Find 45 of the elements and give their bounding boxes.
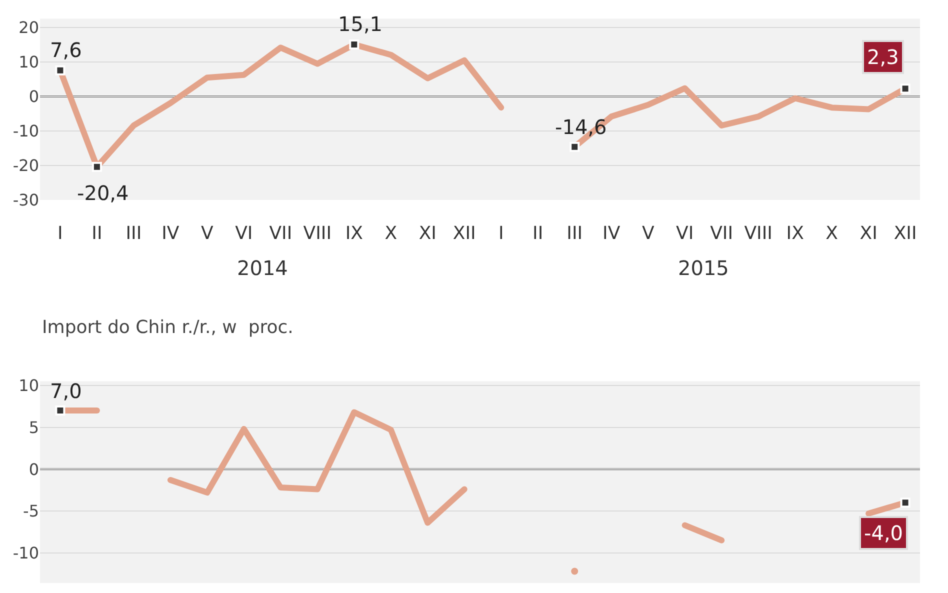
x-tick-label: XII bbox=[452, 222, 476, 244]
x-tick-label: II bbox=[92, 222, 102, 244]
x-tick-label: VII bbox=[269, 222, 292, 244]
y-tick-label: 20 bbox=[18, 18, 39, 38]
x-tick-label: III bbox=[126, 222, 142, 244]
x-tick-label: VI bbox=[235, 222, 253, 244]
x-tick-label: VII bbox=[710, 222, 734, 244]
x-tick-label: II bbox=[532, 222, 544, 244]
x-tick-label: I bbox=[58, 222, 63, 244]
x-tick-label: X bbox=[826, 222, 838, 244]
x-tick-label: IV bbox=[602, 222, 621, 244]
x-tick-label: V bbox=[642, 222, 655, 244]
chart-title: Import do Chin r./r., w proc. bbox=[42, 317, 294, 338]
x-tick-label: IX bbox=[345, 222, 363, 244]
data-label: 15,1 bbox=[338, 12, 383, 36]
y-tick-label: -20 bbox=[12, 156, 39, 176]
x-tick-label: XI bbox=[418, 222, 436, 244]
data-label: 7,0 bbox=[50, 379, 82, 403]
x-tick-label: III bbox=[566, 222, 583, 244]
y-tick-label: -30 bbox=[12, 190, 39, 210]
data-label: -14,6 bbox=[555, 115, 607, 139]
y-tick-label: 0 bbox=[28, 460, 39, 479]
x-tick-label: XII bbox=[894, 222, 917, 244]
x-tick-label: IX bbox=[786, 222, 804, 244]
x-tick-label: VI bbox=[676, 222, 694, 244]
x-tick-label: XI bbox=[860, 222, 878, 244]
data-label: -4,0 bbox=[864, 521, 904, 545]
y-tick-label: 10 bbox=[18, 376, 39, 396]
text: 2015 bbox=[678, 256, 729, 280]
text: 2014 bbox=[237, 256, 288, 280]
x-tick-label: X bbox=[384, 222, 398, 244]
x-tick-label: V bbox=[201, 222, 214, 244]
data-label: 7,6 bbox=[50, 38, 82, 62]
data-label: 2,3 bbox=[867, 45, 899, 69]
x-tick-label: I bbox=[498, 222, 504, 244]
x-tick-label: VIII bbox=[303, 222, 332, 244]
y-tick-label: -5 bbox=[23, 502, 39, 521]
x-tick-label: VIII bbox=[744, 222, 772, 244]
y-tick-label: 10 bbox=[18, 52, 39, 72]
x-tick-label: IV bbox=[162, 222, 180, 244]
data-label: -20,4 bbox=[77, 181, 129, 205]
y-tick-label: -10 bbox=[12, 122, 39, 141]
y-tick-label: 5 bbox=[28, 418, 39, 437]
y-tick-label: 0 bbox=[28, 87, 39, 106]
y-tick-label: -10 bbox=[12, 543, 39, 562]
